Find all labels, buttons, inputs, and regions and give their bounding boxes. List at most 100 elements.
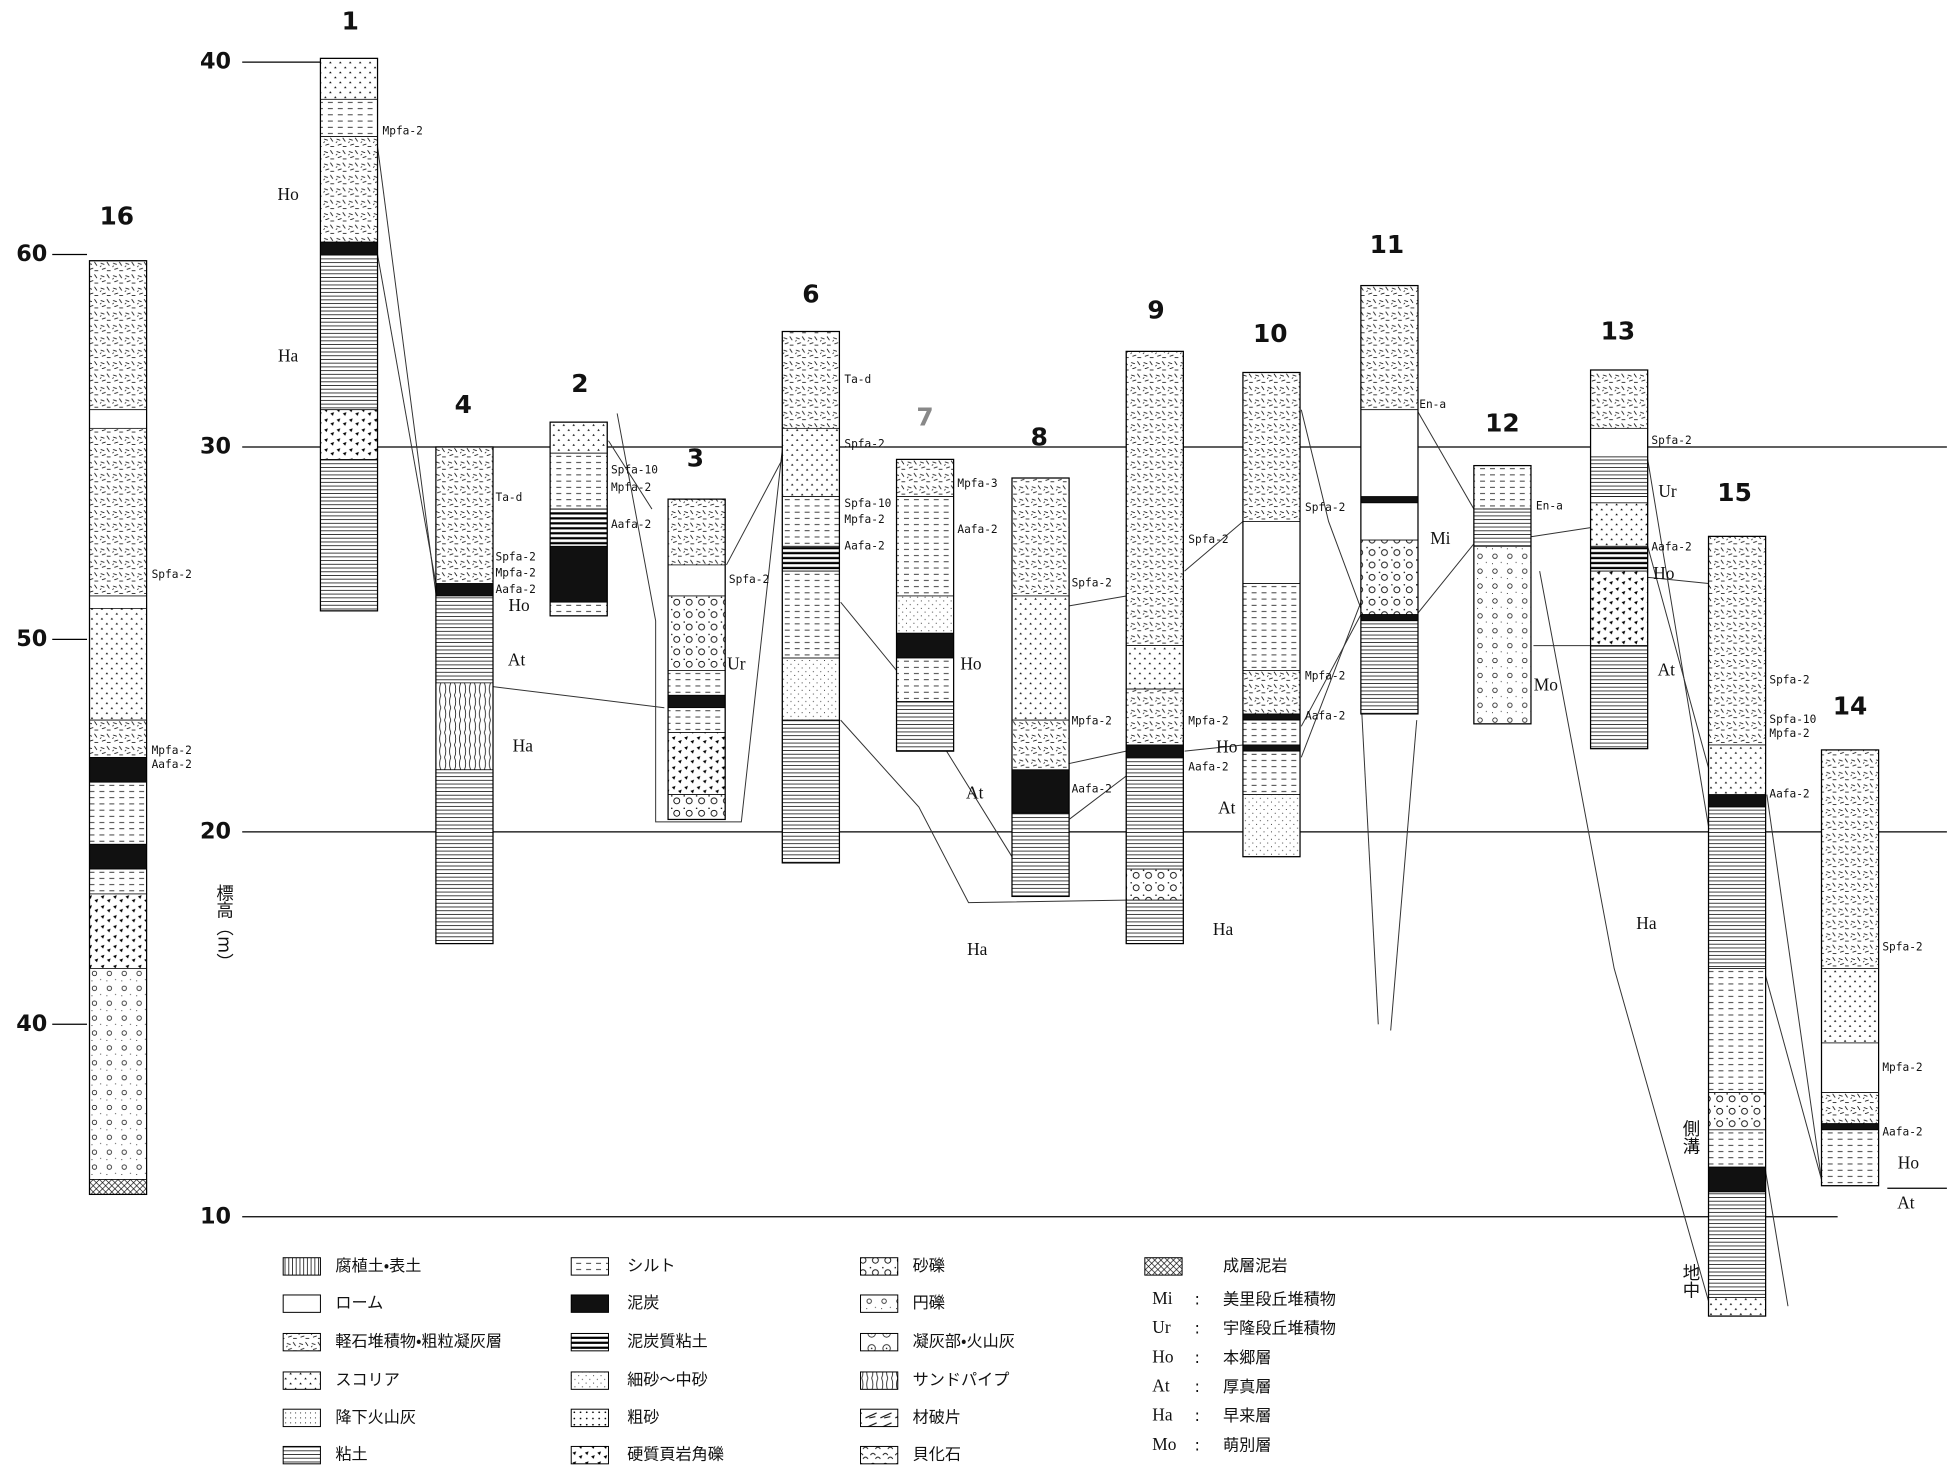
abbr-code: Ur xyxy=(1152,1318,1171,1337)
layer xyxy=(320,459,377,610)
layer xyxy=(1126,646,1183,689)
tephra-label: Spfa-2 xyxy=(729,573,769,586)
tephra-label: Aafa-2 xyxy=(1769,788,1809,801)
tick-label: 30 xyxy=(200,433,231,459)
column-number: 16 xyxy=(100,201,135,230)
layer xyxy=(897,459,954,496)
legend-label: 硬質頁岩角礫 xyxy=(627,1445,724,1464)
correlation-line xyxy=(378,147,436,594)
legend-swatch xyxy=(571,1295,608,1312)
layer xyxy=(782,332,839,429)
layer xyxy=(89,869,146,894)
layer xyxy=(436,447,493,584)
layer xyxy=(89,608,146,720)
layer xyxy=(1243,720,1300,745)
abbr-code: Ho xyxy=(1152,1347,1174,1366)
legend-label: 円礫 xyxy=(913,1293,945,1312)
tephra-label: Mpfa-2 xyxy=(611,481,651,494)
tephra-label: Mpfa-2 xyxy=(1072,714,1112,727)
tephra-label: Spfa-2 xyxy=(1651,434,1691,447)
correlation-line xyxy=(493,687,664,708)
legend-swatch xyxy=(283,1258,320,1275)
tephra-label: Mpfa-2 xyxy=(152,744,192,757)
layer xyxy=(1012,478,1069,596)
layer xyxy=(668,695,725,707)
layer xyxy=(89,757,146,782)
layer xyxy=(550,602,607,616)
column-number: 13 xyxy=(1601,317,1636,346)
note-ditch: 側溝 xyxy=(1680,1120,1700,1156)
formation-label: Ho xyxy=(278,185,300,204)
layer xyxy=(1361,503,1418,540)
legend-label: 泥炭 xyxy=(627,1293,659,1312)
tephra-label: Mpfa-3 xyxy=(957,477,997,490)
layer xyxy=(1012,770,1069,813)
layer xyxy=(1709,1192,1766,1298)
formation-label: Ho xyxy=(1898,1154,1920,1173)
tick-label: 20 xyxy=(200,818,231,844)
layer xyxy=(436,596,493,683)
layer xyxy=(668,499,725,565)
legend-label: 成層泥岩 xyxy=(1223,1256,1288,1275)
tephra-label: Mpfa-2 xyxy=(1882,1061,1922,1074)
layer xyxy=(1591,428,1648,457)
tephra-label: Aafa-2 xyxy=(1188,760,1228,773)
legend-swatch xyxy=(861,1372,898,1389)
legend-label: 材破片 xyxy=(913,1407,961,1426)
tephra-label: Mpfa-2 xyxy=(1769,727,1809,740)
correlation-line xyxy=(1417,410,1474,509)
column-number: 8 xyxy=(1031,422,1048,451)
layer xyxy=(897,701,954,751)
tephra-label: Aafa-2 xyxy=(1651,541,1691,554)
layer xyxy=(1591,503,1648,546)
layer xyxy=(1709,745,1766,795)
correlation-line xyxy=(1069,596,1126,606)
formation-label: Ho xyxy=(1653,564,1675,583)
layer xyxy=(1709,1167,1766,1192)
formation-label: Ur xyxy=(1658,482,1677,501)
layer xyxy=(1709,536,1766,745)
layer xyxy=(782,497,839,547)
layer xyxy=(1126,351,1183,645)
formation-label: Mo xyxy=(1534,676,1558,695)
layer xyxy=(1591,546,1648,571)
legend-swatch xyxy=(571,1333,608,1350)
tephra-label: Spfa-2 xyxy=(1305,501,1345,514)
tephra-label: Spfa-10 xyxy=(844,497,891,510)
layer xyxy=(89,844,146,869)
column-number: 14 xyxy=(1833,692,1868,721)
legend-label: 貝化石 xyxy=(913,1445,961,1464)
legend-label: 粗砂 xyxy=(627,1407,659,1426)
formation-label: At xyxy=(1658,661,1676,680)
formation-label: Ho xyxy=(960,654,982,673)
layer xyxy=(89,1180,146,1195)
column-number: 12 xyxy=(1485,409,1520,438)
layer xyxy=(320,99,377,136)
layer xyxy=(550,509,607,546)
legend-swatch xyxy=(861,1446,898,1463)
legend-swatch xyxy=(283,1372,320,1389)
abbr-name: 厚真層 xyxy=(1223,1377,1271,1396)
layer xyxy=(1361,540,1418,614)
layer xyxy=(1126,900,1183,943)
tephra-label: Ta-d xyxy=(495,491,522,504)
correlation-line xyxy=(726,459,782,565)
formation-label: Ho xyxy=(1216,738,1238,757)
layer xyxy=(1012,596,1069,720)
layer xyxy=(89,596,146,608)
legend-swatch xyxy=(283,1409,320,1426)
formation-label: At xyxy=(508,651,526,670)
layer xyxy=(89,261,146,410)
legend-label: 凝灰部・火山灰 xyxy=(913,1332,1015,1351)
tephra-label: Mpfa-2 xyxy=(383,125,423,138)
abbr-sep: : xyxy=(1195,1435,1200,1454)
column-number: 3 xyxy=(687,443,704,472)
layer xyxy=(320,242,377,254)
layer xyxy=(1709,795,1766,807)
layer xyxy=(782,546,839,571)
layer xyxy=(1126,869,1183,900)
tephra-label: Spfa-10 xyxy=(1769,713,1816,726)
layer xyxy=(436,584,493,596)
column-number: 1 xyxy=(342,6,359,35)
tephra-label: Aafa-2 xyxy=(495,583,535,596)
